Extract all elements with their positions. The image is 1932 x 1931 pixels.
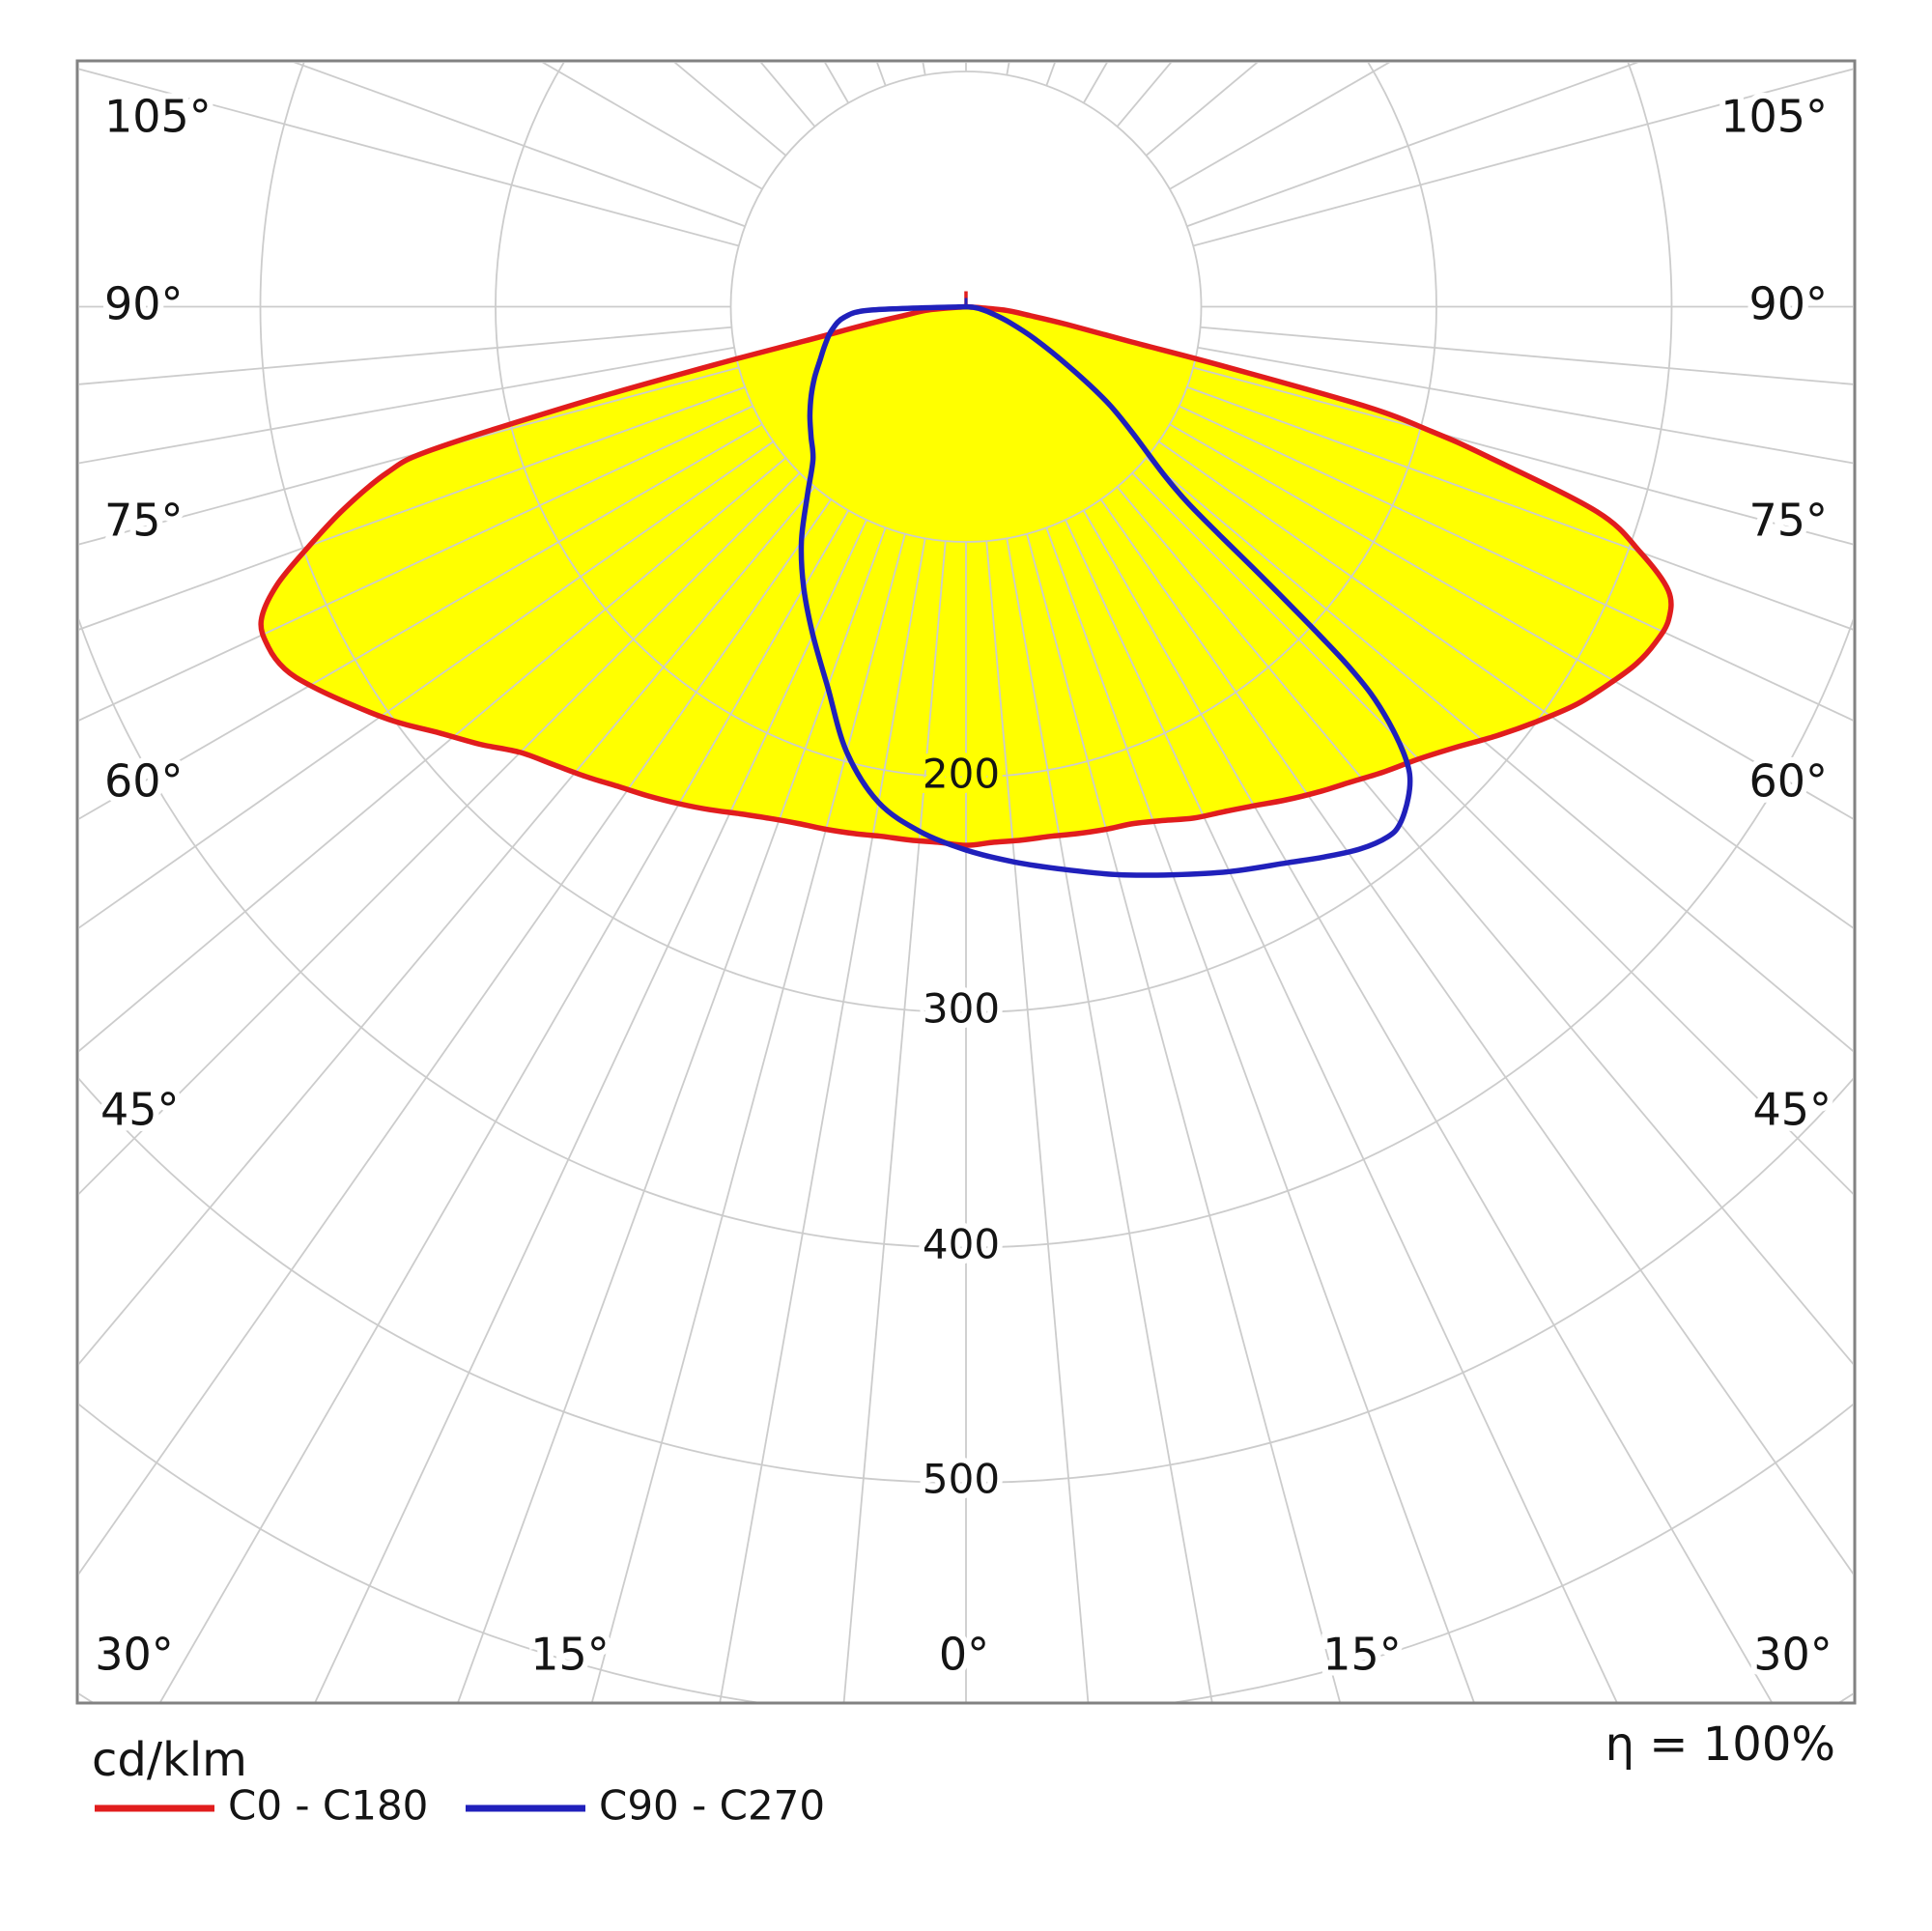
radial-tick-400: 400 (923, 1221, 1000, 1268)
legend-label-c0-c180: C0 - C180 (228, 1782, 428, 1830)
gamma-label-right-105: 105° (1720, 91, 1828, 143)
gamma-label-left-60: 60° (104, 755, 184, 808)
radial-tick-500: 500 (923, 1456, 1000, 1503)
gamma-label-bottom-30-right: 30° (1753, 1629, 1833, 1681)
gamma-label-right-75: 75° (1748, 495, 1828, 547)
efficiency-label: η = 100% (1605, 1718, 1835, 1772)
gamma-label-left-105: 105° (104, 91, 212, 143)
intensity-curves (258, 303, 1674, 878)
gamma-label-left-75: 75° (104, 495, 184, 547)
gamma-label-right-45: 45° (1752, 1084, 1832, 1136)
gamma-label-bottom-15-right: 15° (1322, 1629, 1402, 1681)
gamma-label-bottom-15-left: 15° (530, 1629, 610, 1681)
gamma-label-left-90: 90° (104, 278, 184, 330)
radial-tick-300: 300 (923, 985, 1000, 1033)
legend-label-c90-c270: C90 - C270 (599, 1782, 825, 1830)
gamma-label-bottom-0: 0° (939, 1629, 989, 1681)
gamma-label-bottom-30-left: 30° (95, 1629, 174, 1681)
units-label: cd/klm (92, 1733, 247, 1787)
gamma-label-right-90: 90° (1748, 278, 1828, 330)
chart-frame-border (75, 59, 1857, 1705)
gamma-label-right-60: 60° (1748, 755, 1828, 808)
gamma-label-left-45: 45° (100, 1084, 180, 1136)
radial-tick-200: 200 (923, 751, 1000, 798)
